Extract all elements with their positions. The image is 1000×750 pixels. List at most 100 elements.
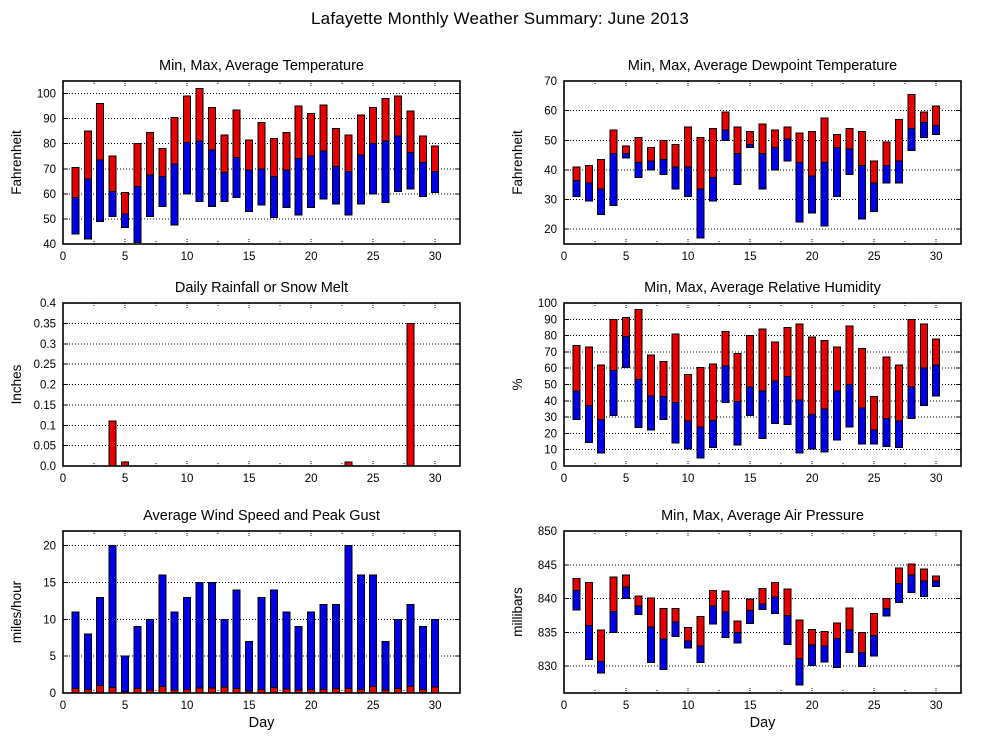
red-bar-segment [820, 339, 829, 410]
temperature-day-14-bar [232, 109, 241, 199]
red-bar-segment [634, 136, 643, 164]
humidity-day-30-bar [932, 338, 941, 397]
wind-day-23-bar [344, 545, 353, 694]
x-tick-label: 5 [623, 251, 629, 263]
red-bar-segment [584, 581, 593, 626]
blue-bar-segment [145, 618, 154, 694]
x-tick-label: 10 [682, 700, 695, 712]
blue-bar-segment [406, 604, 415, 694]
x-tick-label: 0 [561, 473, 567, 485]
dewpoint-day-17-bar [770, 129, 779, 171]
red-bar-segment [369, 106, 378, 145]
red-bar-segment [758, 587, 767, 605]
x-tick-label: 10 [181, 251, 194, 263]
y-axis-label-rainfall: Inches [9, 364, 24, 404]
blue-bar-segment [894, 160, 903, 184]
wind-day-16-bar [257, 596, 266, 694]
humidity-day-5-bar [622, 317, 631, 368]
blue-bar-segment [369, 143, 378, 195]
red-bar-segment [832, 133, 841, 149]
pressure-day-8-bar [659, 608, 668, 670]
temperature-day-18-bar [282, 131, 291, 209]
blue-bar-segment [622, 586, 631, 600]
plot-frame [62, 80, 461, 245]
dewpoint-day-12-bar [708, 127, 717, 202]
red-bar-segment [418, 135, 427, 164]
blue-bar-segment [870, 182, 879, 212]
blue-bar-segment [133, 185, 142, 244]
wind-day-17-bar [269, 589, 278, 694]
humidity-day-6-bar [634, 309, 643, 429]
humidity-day-27-bar [894, 364, 903, 448]
red-bar-segment [393, 95, 402, 137]
humidity-day-10-bar [684, 374, 693, 450]
wind-day-24-bar [356, 574, 365, 694]
y-tick-label: 0.35 [34, 318, 56, 330]
red-bar-segment [282, 131, 291, 171]
chart-title-dewpoint: Min, Max, Average Dewpoint Temperature [628, 58, 897, 74]
red-bar-segment [684, 627, 693, 642]
blue-bar-segment [572, 390, 581, 421]
dewpoint-day-16-bar [758, 123, 767, 190]
y-tick-label: 90 [43, 114, 56, 126]
wind-day-14-bar [232, 589, 241, 694]
red-bar-segment [659, 361, 668, 398]
blue-bar-segment [907, 386, 916, 420]
pressure-day-21-bar [820, 631, 829, 663]
dewpoint-day-10-bar [684, 126, 693, 198]
temperature-day-6-bar [133, 143, 142, 244]
red-bar-segment [696, 616, 705, 647]
humidity-day-17-bar [770, 341, 779, 425]
red-bar-segment [597, 629, 606, 662]
red-bar-segment [894, 567, 903, 585]
red-bar-segment [195, 88, 204, 142]
blue-bar-segment [282, 611, 291, 694]
red-bar-segment [733, 620, 742, 633]
y-tick-label: 0.25 [34, 359, 56, 371]
red-bar-segment [220, 686, 229, 694]
chart-rainfall: 0.0 0.05 0.1 0.15 0.2 0.25 0.3 0.35 0.4 0 5 10 15 20 2… [9, 280, 461, 485]
humidity-day-8-bar [659, 361, 668, 421]
temperature-day-30-bar [431, 145, 440, 194]
temperature-day-5-bar [121, 192, 130, 229]
red-bar-segment [646, 597, 655, 628]
blue-bar-segment [597, 188, 606, 215]
dewpoint-day-13-bar [721, 111, 730, 141]
wind-day-27-bar [393, 618, 402, 694]
dewpoint-day-15-bar [746, 130, 755, 149]
blue-bar-segment [269, 589, 278, 694]
x-tick-label: 20 [806, 700, 819, 712]
dewpoint-day-6-bar [634, 136, 643, 178]
pressure-day-17-bar [770, 581, 779, 614]
red-bar-segment [721, 111, 730, 131]
blue-bar-segment [746, 610, 755, 624]
dewpoint-day-26-bar [882, 141, 891, 184]
x-tick-label: 10 [682, 251, 695, 263]
wind-day-25-bar [369, 574, 378, 694]
blue-bar-segment [622, 335, 631, 368]
wind-day-7-bar [145, 618, 154, 694]
temperature-day-13-bar [220, 134, 229, 202]
wind-day-13-bar [220, 618, 229, 694]
red-bar-segment [622, 145, 631, 155]
blue-bar-segment [733, 401, 742, 446]
blue-bar-segment [170, 163, 179, 226]
red-bar-segment [919, 323, 928, 369]
red-bar-segment [770, 129, 779, 149]
blue-bar-segment [795, 658, 804, 686]
dewpoint-day-29-bar [919, 111, 928, 138]
blue-bar-segment [770, 380, 779, 425]
blue-bar-segment [671, 166, 680, 190]
temperature-day-22-bar [331, 128, 340, 205]
y-tick-label: 0.15 [34, 400, 56, 412]
red-bar-segment [294, 105, 303, 160]
y-tick-label: 835 [538, 627, 557, 639]
pressure-day-1-bar [572, 577, 581, 611]
red-bar-segment [832, 346, 841, 392]
blue-bar-segment [758, 153, 767, 190]
plot-frame [563, 80, 962, 245]
red-bar-segment [671, 333, 680, 403]
blue-bar-segment [344, 170, 353, 216]
dewpoint-day-3-bar [597, 159, 606, 215]
